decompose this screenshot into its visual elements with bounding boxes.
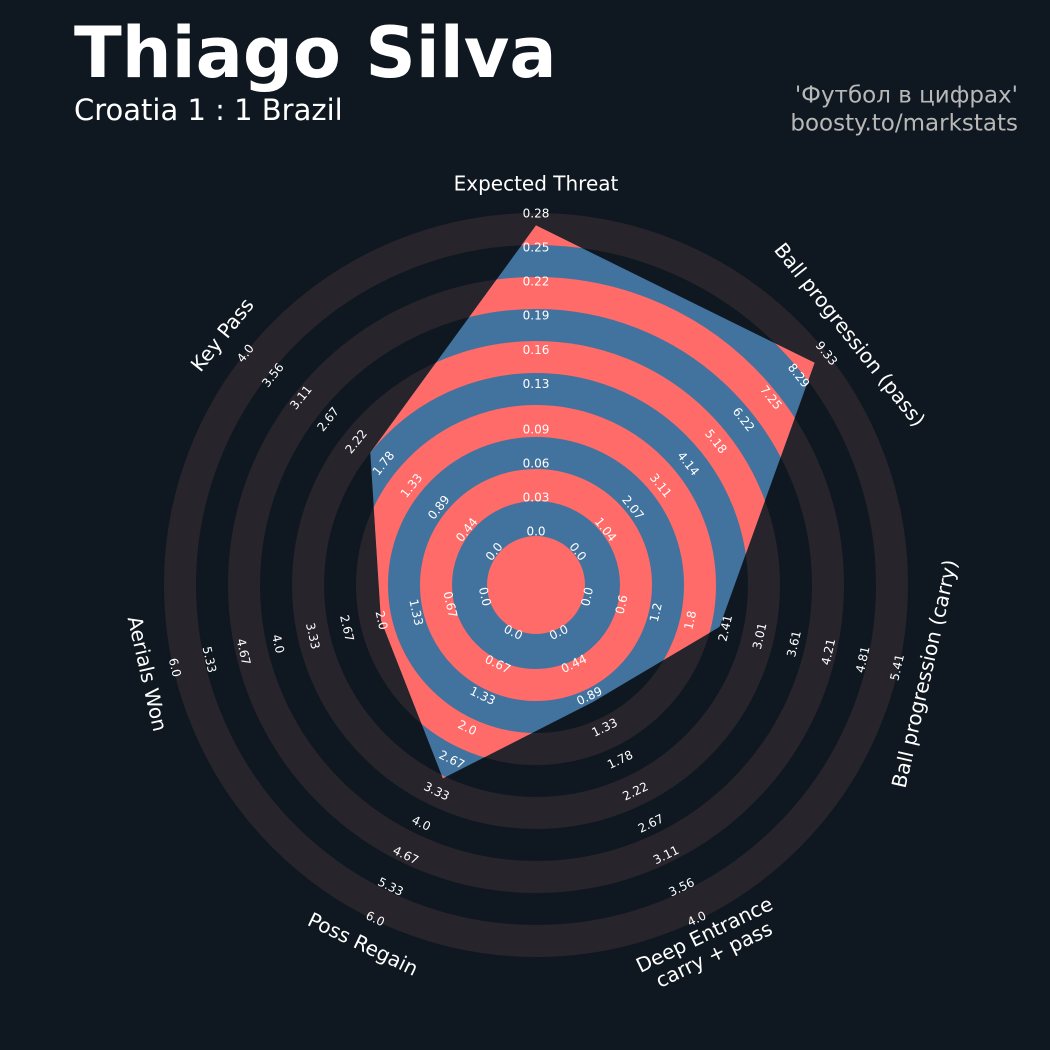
tick-label: 1.8 (681, 609, 699, 631)
tick-label: 0.0 (578, 586, 596, 608)
tick-label: 0.09 (523, 422, 550, 436)
tick-label: 0.25 (523, 241, 550, 255)
tick-label: 0.13 (523, 377, 550, 391)
tick-label: 0.0 (526, 525, 545, 539)
tick-label: 0.19 (523, 309, 550, 323)
tick-label: 1.78 (605, 748, 635, 772)
ring (420, 469, 652, 701)
tick-label: 6.0 (166, 657, 184, 679)
tick-label: 0.03 (523, 490, 550, 504)
tick-label: 3.33 (303, 621, 323, 650)
tick-label: 0.6 (613, 594, 631, 616)
credit: 'Футбол в цифрах' (795, 83, 1018, 109)
tick-label: 4.81 (853, 645, 873, 674)
ring (370, 225, 815, 779)
tick-label: 4.0 (269, 633, 287, 655)
tick-label: 3.61 (784, 629, 804, 658)
tick-label: 0.22 (523, 275, 550, 289)
chart-subtitle: Croatia 1 : 1 Brazil (74, 93, 343, 127)
tick-label: 2.67 (337, 614, 357, 643)
tick-label: 0.16 (523, 343, 550, 357)
tick-label: 0.67 (440, 590, 460, 619)
tick-label: 4.21 (819, 637, 839, 666)
tick-label: 3.01 (750, 622, 770, 651)
ring (370, 277, 815, 779)
chart-title: Thiago Silva (74, 12, 557, 94)
axis-label: Expected Threat (454, 172, 619, 196)
center-circle (487, 536, 585, 634)
axis-label: Aerials Won (123, 614, 173, 734)
tick-label: 0.0 (476, 586, 494, 608)
tick-label: 4.67 (234, 637, 254, 666)
tick-label: 5.33 (200, 645, 220, 674)
tick-label: 4.0 (410, 813, 433, 834)
tick-label: 1.33 (406, 598, 426, 627)
tick-label: 2.0 (373, 609, 391, 631)
tick-label: 5.41 (887, 653, 907, 682)
tick-label: 1.2 (647, 602, 665, 624)
credit: boosty.to/markstats (790, 111, 1018, 137)
tick-label: 2.41 (716, 614, 736, 643)
tick-label: 0.28 (523, 207, 550, 221)
tick-label: 0.06 (523, 456, 550, 470)
